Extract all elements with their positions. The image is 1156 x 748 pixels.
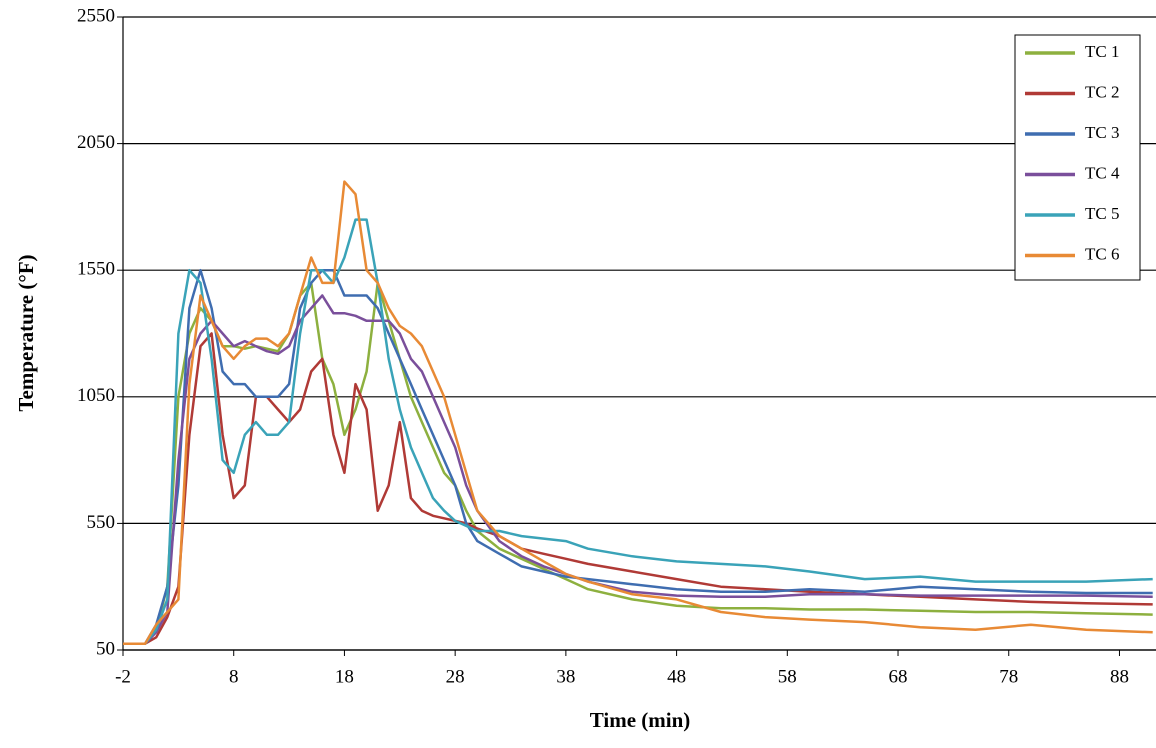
y-axis-label: Temperature (°F) bbox=[14, 254, 38, 411]
x-tick-label: 8 bbox=[229, 666, 239, 687]
y-tick-label: 2050 bbox=[77, 132, 115, 153]
x-tick-label: 88 bbox=[1110, 666, 1129, 687]
y-tick-label: 50 bbox=[96, 638, 115, 659]
x-tick-label: 38 bbox=[556, 666, 575, 687]
legend-label: TC 4 bbox=[1085, 163, 1120, 182]
x-tick-label: 28 bbox=[446, 666, 465, 687]
line-series bbox=[123, 332, 1153, 645]
legend-label: TC 5 bbox=[1085, 204, 1119, 223]
line-series bbox=[123, 180, 1153, 645]
line-series bbox=[123, 268, 1153, 645]
x-tick-label: 58 bbox=[778, 666, 797, 687]
line-series bbox=[123, 218, 1153, 645]
x-tick-label: 48 bbox=[667, 666, 686, 687]
legend-box bbox=[1014, 34, 1141, 281]
legend-label: TC 6 bbox=[1085, 244, 1119, 263]
x-tick-label: 68 bbox=[889, 666, 908, 687]
y-tick-label: 550 bbox=[87, 512, 116, 533]
legend-label: TC 2 bbox=[1085, 82, 1119, 101]
x-tick-label: -2 bbox=[115, 666, 131, 687]
line-series bbox=[123, 294, 1153, 645]
legend-label: TC 1 bbox=[1085, 42, 1119, 61]
y-tick-label: 1050 bbox=[77, 385, 115, 406]
y-tick-label: 2550 bbox=[77, 5, 115, 26]
legend-label: TC 3 bbox=[1085, 123, 1119, 142]
x-tick-label: 78 bbox=[999, 666, 1018, 687]
y-tick-label: 1550 bbox=[77, 259, 115, 280]
x-tick-label: 18 bbox=[335, 666, 354, 687]
x-axis-label: Time (min) bbox=[590, 708, 691, 732]
